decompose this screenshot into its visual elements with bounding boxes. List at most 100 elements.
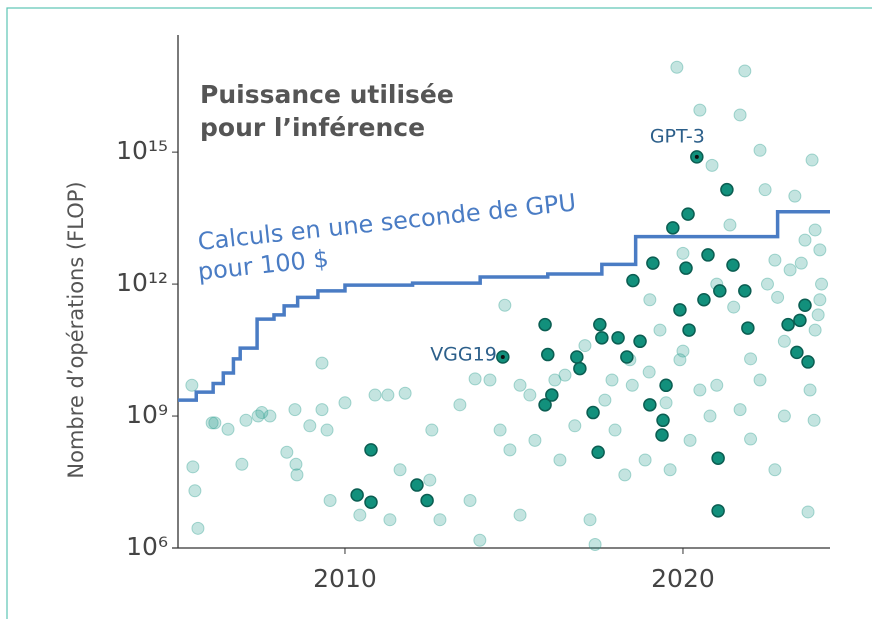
point: [383, 513, 397, 527]
highlight-point: [711, 504, 725, 518]
point: [468, 372, 482, 386]
point: [598, 393, 612, 407]
highlight-point: [711, 451, 725, 465]
highlight-point: [633, 334, 647, 349]
point: [808, 323, 822, 337]
point: [777, 334, 791, 348]
point: [683, 433, 697, 447]
point: [676, 344, 690, 358]
point: [798, 233, 812, 247]
annotation-dot: [694, 154, 699, 159]
point: [753, 143, 767, 157]
point: [733, 403, 747, 417]
point: [433, 513, 447, 527]
point: [727, 300, 741, 314]
point: [673, 353, 687, 367]
point: [578, 339, 592, 353]
point: [255, 406, 269, 420]
point: [288, 403, 302, 417]
highlight-point: [793, 313, 807, 328]
highlight-point: [738, 284, 752, 298]
point: [513, 378, 527, 392]
y-axis-label: Nombre d’opérations (FLOP): [64, 181, 88, 478]
x-tick-label: 2010: [313, 564, 377, 593]
highlight-point: [790, 345, 804, 360]
highlight-point: [364, 443, 378, 457]
point: [813, 293, 827, 307]
highlight-point: [586, 405, 600, 420]
point: [583, 513, 597, 527]
point: [758, 183, 772, 197]
line-label: Calculs en une seconde de GPU: [196, 188, 577, 256]
point: [483, 373, 497, 387]
point: [463, 494, 477, 508]
y-tick-label: 10¹⁵: [116, 136, 168, 165]
highlight-point: [701, 248, 715, 262]
point: [523, 388, 537, 402]
point: [208, 416, 222, 430]
highlight-point: [801, 355, 815, 369]
highlight-point: [410, 478, 424, 492]
point: [771, 290, 785, 304]
point: [320, 423, 334, 437]
point: [548, 373, 562, 387]
point: [188, 484, 202, 498]
point: [643, 293, 657, 307]
point: [703, 409, 717, 423]
y-tick-label: 10⁶: [126, 532, 168, 561]
point: [186, 460, 200, 474]
point: [642, 365, 656, 379]
highlight-point: [741, 321, 755, 335]
highlight-point: [798, 298, 812, 313]
highlight-point: [682, 323, 696, 337]
point: [289, 457, 303, 471]
point: [493, 423, 507, 437]
point: [801, 505, 815, 519]
point: [788, 189, 802, 203]
point: [753, 373, 767, 387]
point: [393, 463, 407, 477]
point: [659, 396, 673, 410]
point: [381, 388, 395, 402]
point: [744, 432, 758, 446]
point: [353, 508, 367, 522]
point: [323, 494, 337, 508]
point: [528, 433, 542, 447]
point: [693, 383, 707, 397]
highlight-point: [697, 293, 711, 307]
point: [280, 445, 294, 459]
point: [568, 419, 582, 433]
annotation-label: GPT-3: [650, 125, 705, 147]
point: [588, 538, 602, 552]
point: [811, 308, 825, 322]
highlight-point: [573, 361, 587, 376]
point: [425, 423, 439, 437]
point: [783, 263, 797, 277]
point: [398, 386, 412, 400]
point: [558, 368, 572, 382]
highlight-point: [781, 317, 795, 332]
point: [368, 388, 382, 402]
gpu-line: [178, 210, 830, 402]
highlight-point: [538, 317, 552, 332]
highlight-point: [591, 445, 605, 460]
point: [239, 413, 253, 427]
point: [605, 373, 619, 387]
point: [235, 457, 249, 471]
point: [290, 468, 304, 482]
annotation-dot: [500, 354, 505, 359]
point: [315, 356, 329, 370]
point: [815, 277, 829, 291]
highlight-point: [655, 428, 669, 442]
highlight-point: [420, 493, 434, 508]
y-tick-label: 10¹²: [116, 268, 168, 297]
point: [670, 60, 684, 74]
point: [777, 409, 791, 423]
point: [710, 378, 724, 392]
highlight-point: [570, 350, 584, 364]
point: [553, 453, 567, 467]
highlight-point: [679, 261, 693, 275]
point: [744, 352, 758, 366]
highlight-point: [620, 350, 634, 364]
highlight-point: [538, 398, 552, 412]
